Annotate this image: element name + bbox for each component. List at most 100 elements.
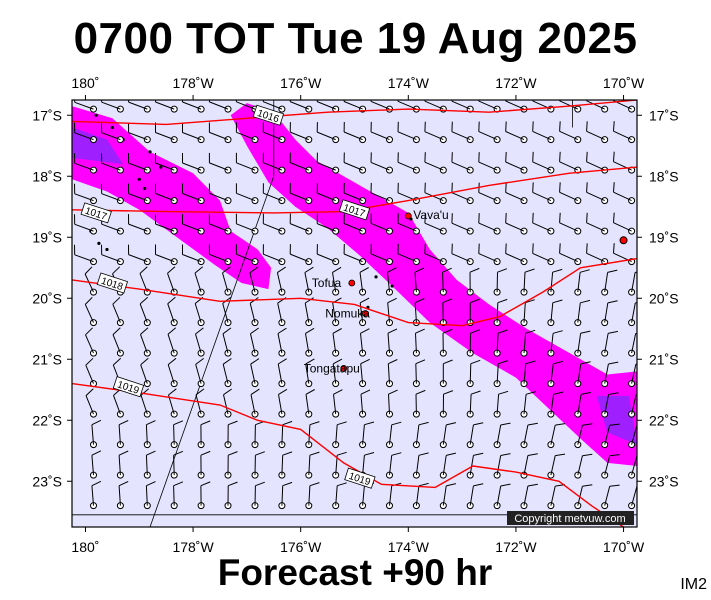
place-marker: Vava'u <box>404 208 449 222</box>
wind-barb <box>466 452 484 479</box>
wind-barb <box>84 296 97 327</box>
wind-barb <box>493 329 508 357</box>
wind-barb <box>332 389 343 418</box>
wind-barb <box>182 244 205 266</box>
wind-barb <box>170 420 184 449</box>
place-marker: Nomuka <box>325 307 370 321</box>
wind-barb <box>439 452 457 479</box>
wind-barb <box>222 327 232 357</box>
copyright-box: Copyright metvuw.com <box>507 511 634 525</box>
wind-barb <box>74 214 97 235</box>
wind-barb <box>128 183 151 205</box>
wind-barb <box>170 481 184 510</box>
wind-barb <box>601 300 618 327</box>
island-marker <box>619 236 628 245</box>
wind-barb <box>412 298 425 327</box>
wind-barb <box>493 360 508 388</box>
wind-band-west <box>72 106 272 290</box>
wind-barb <box>249 297 259 327</box>
wind-barb <box>289 152 313 174</box>
isobar-line <box>72 382 624 527</box>
wind-barb <box>439 483 457 510</box>
lat-tick-label-right: 17˚S <box>649 107 679 123</box>
wind-barb <box>547 484 566 510</box>
wind-barb <box>574 299 591 327</box>
wind-barb <box>304 266 314 296</box>
wind-barb <box>197 450 211 479</box>
wind-barb <box>559 212 582 235</box>
wind-barb <box>116 420 129 449</box>
wind-barb <box>574 423 593 449</box>
wind-barb <box>424 182 447 205</box>
wind-barb <box>194 266 205 296</box>
wind-barb <box>601 484 620 510</box>
island-shape <box>390 284 394 288</box>
wind-barb <box>195 357 205 388</box>
wind-barb <box>251 481 265 510</box>
wind-barb <box>305 327 315 357</box>
wind-barb <box>85 388 97 418</box>
place-marker: Tofua <box>312 276 356 290</box>
wind-barb <box>505 151 528 174</box>
wind-barb <box>278 481 293 510</box>
wind-barb <box>167 357 178 388</box>
wind-barb <box>628 332 637 357</box>
wind-barb <box>250 327 259 357</box>
wind-barb <box>466 329 481 357</box>
wind-barb <box>559 121 582 144</box>
wind-barb <box>101 122 124 144</box>
wind-barb <box>559 243 582 266</box>
wind-barb <box>559 182 582 205</box>
wind-barb <box>520 391 536 418</box>
wind-barb <box>628 394 637 418</box>
wind-barb <box>278 420 293 449</box>
wind-barb <box>316 152 340 174</box>
lat-tick-label-left: 17˚S <box>32 107 62 123</box>
lat-tick-label-left: 19˚S <box>32 229 62 245</box>
wind-barb <box>208 122 232 144</box>
wind-barb <box>262 213 286 235</box>
place-marker: Tongatapu <box>304 361 360 375</box>
wind-barb <box>262 244 286 266</box>
lat-tick-label-right: 18˚S <box>649 168 679 184</box>
wind-barb <box>478 243 501 266</box>
lat-tick-label-right: 19˚S <box>649 229 679 245</box>
wind-barb <box>547 299 563 327</box>
lon-tick-label-bottom: 174˚W <box>388 539 430 555</box>
wind-barb <box>412 359 426 388</box>
lon-tick-label-bottom: 176˚W <box>280 539 322 555</box>
wind-barb <box>305 389 315 418</box>
axis-ticks: 180˚ 180˚ 178˚W 178˚W 176˚W 176˚W 174˚W 174˚W 17… <box>32 75 678 555</box>
wind-barb <box>451 121 474 144</box>
wind-barb <box>613 182 636 205</box>
wind-barb <box>276 266 286 296</box>
wind-barb <box>197 481 211 510</box>
wind-barb <box>278 388 288 418</box>
wind-barb <box>208 213 232 235</box>
wind-barb <box>493 422 511 449</box>
wind-barb <box>90 419 102 449</box>
wind-barb <box>586 100 609 113</box>
wind-barb <box>466 483 484 510</box>
wind-barb <box>316 100 340 113</box>
wind-barb <box>90 480 102 510</box>
lon-tick-label-top: 174˚W <box>388 75 430 91</box>
lat-tick-label-left: 23˚S <box>32 473 62 489</box>
wind-barb <box>155 122 178 144</box>
wind-barb <box>208 183 232 205</box>
wind-barb <box>613 212 636 235</box>
island-shape <box>143 186 147 191</box>
forecast-label: Forecast +90 hr <box>217 552 493 593</box>
isobar-line <box>72 257 637 327</box>
place-name: Tongatapu <box>304 361 360 375</box>
wind-core-east <box>596 395 637 445</box>
wind-barb <box>251 420 265 449</box>
wind-barb <box>194 296 205 327</box>
wind-barb <box>167 327 178 357</box>
wind-barb <box>439 267 452 296</box>
wind-barb <box>262 122 286 144</box>
wind-barb <box>574 453 593 479</box>
wind-barb <box>235 122 259 144</box>
wind-barb <box>235 213 259 235</box>
island-shape <box>110 125 114 130</box>
